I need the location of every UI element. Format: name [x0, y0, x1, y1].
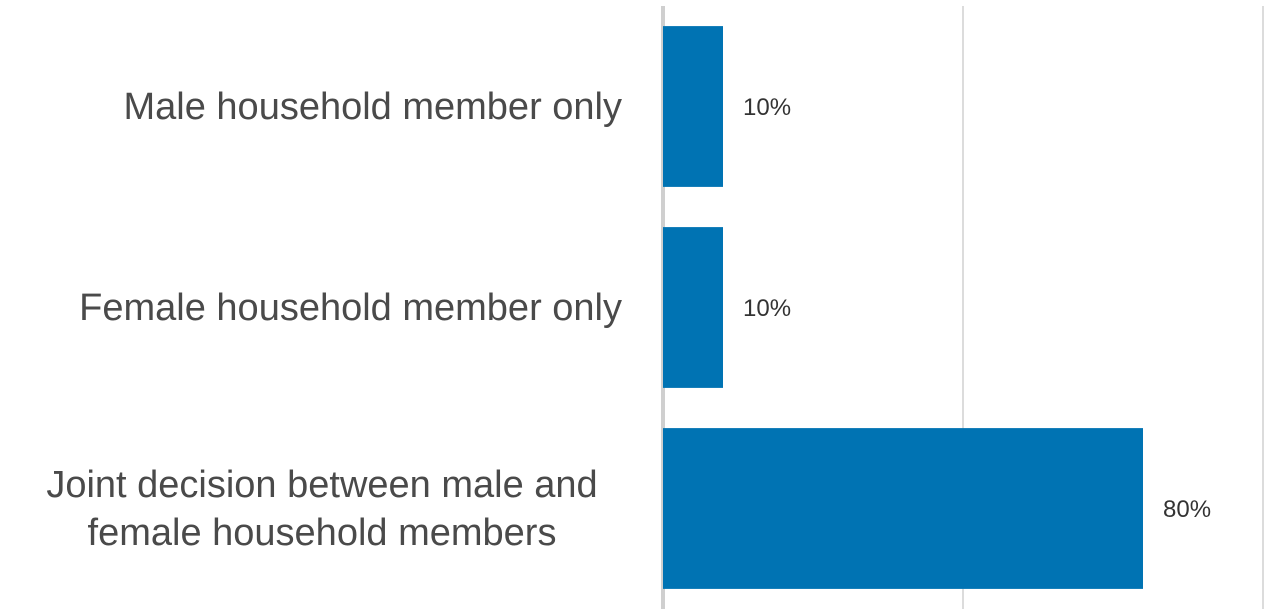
- category-label: Joint decision between male and female h…: [46, 463, 598, 554]
- bar: [663, 26, 723, 187]
- bar: [663, 428, 1143, 589]
- category-label-box: Joint decision between male and female h…: [10, 449, 622, 569]
- bar: [663, 227, 723, 388]
- category-label: Male household member only: [123, 85, 623, 128]
- value-label: 10%: [743, 295, 791, 322]
- value-label: 10%: [743, 94, 791, 121]
- category-label-box: Male household member only: [10, 47, 623, 167]
- category-label-box: Female household member only: [10, 248, 622, 368]
- value-label: 80%: [1163, 496, 1211, 523]
- category-label: Female household member only: [79, 286, 622, 329]
